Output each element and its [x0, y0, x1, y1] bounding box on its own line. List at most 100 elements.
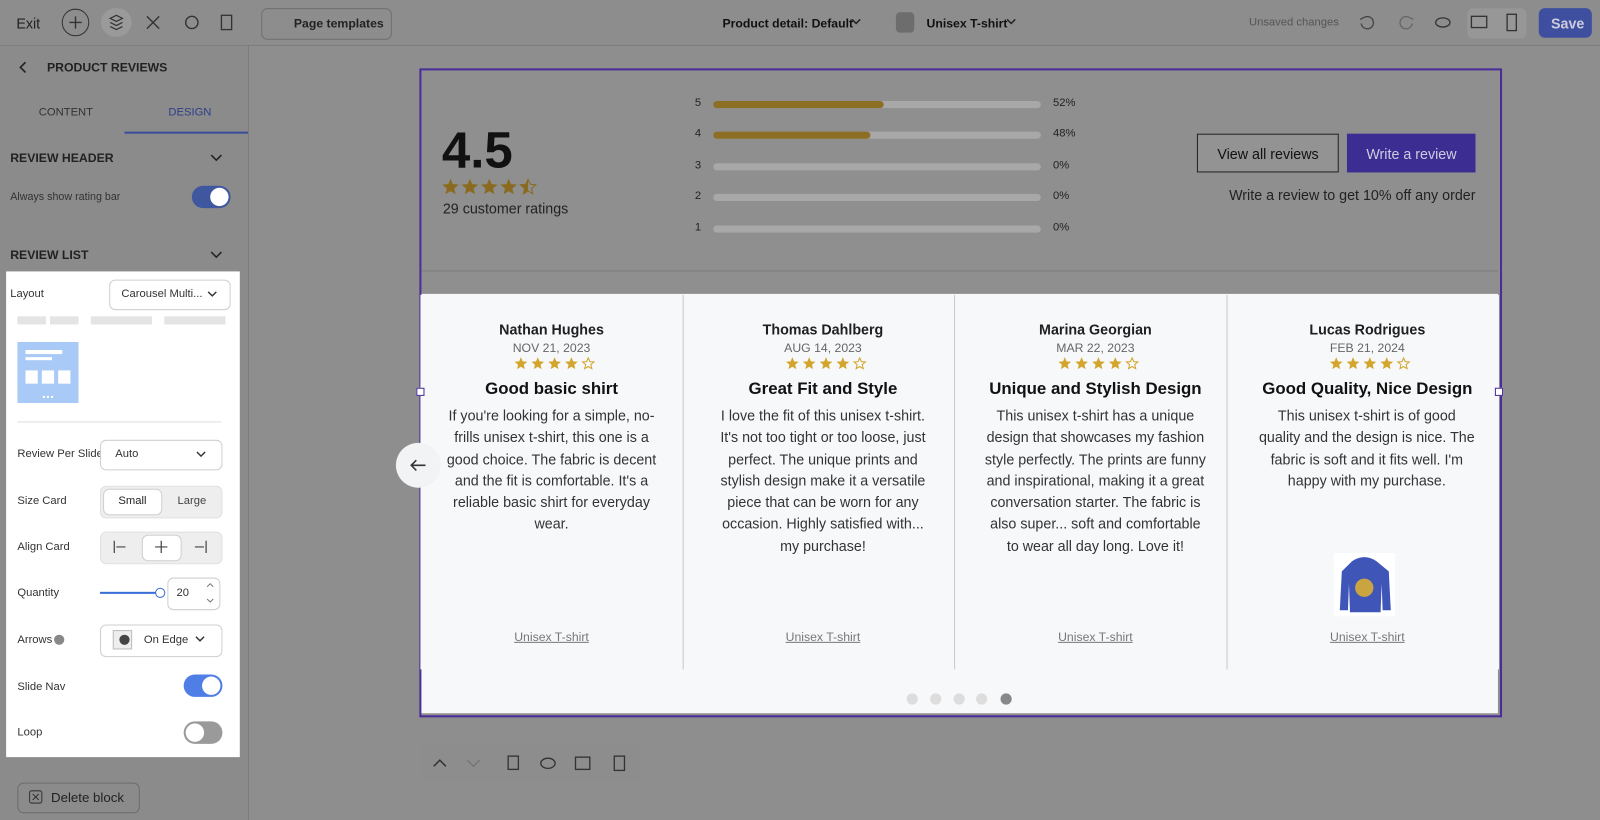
ratings-count: 29 customer ratings — [442, 199, 569, 217]
section-title[interactable]: REVIEW HEADER — [10, 151, 114, 166]
duplicate[interactable] — [507, 755, 520, 771]
star — [802, 357, 816, 370]
promo-text: Write a review to get 10% off any order — [1229, 186, 1476, 204]
slide-nav — [906, 693, 1012, 705]
preview-icon[interactable] — [1435, 17, 1451, 28]
review-body: If you're looking for a simple, no-frill… — [446, 407, 657, 533]
product-selector[interactable]: Unisex T-shirt — [926, 16, 1008, 31]
bar-percent: 52% — [1053, 96, 1076, 110]
move-up[interactable] — [433, 759, 447, 767]
add-section[interactable] — [574, 756, 591, 771]
product-link[interactable]: Unisex T-shirt — [785, 629, 861, 644]
product-link[interactable]: Unisex T-shirt — [1058, 629, 1133, 644]
write-review-button[interactable] — [1346, 133, 1476, 173]
star-level: 5 — [694, 96, 702, 110]
move-down[interactable] — [466, 759, 481, 768]
chevron — [195, 636, 205, 642]
layout-thumb-selected[interactable] — [17, 341, 79, 404]
date: NOV 21, 2023 — [512, 340, 591, 356]
nav-dot[interactable] — [930, 693, 942, 705]
page-templates-button[interactable] — [261, 8, 392, 40]
view-all-button[interactable] — [1196, 133, 1339, 173]
card-stars — [786, 357, 867, 370]
tools-icon[interactable] — [146, 15, 160, 30]
info-icon[interactable] — [53, 634, 65, 646]
product-link[interactable]: Unisex T-shirt — [1330, 629, 1405, 644]
star — [1363, 357, 1377, 370]
setting-label: Arrows — [17, 633, 53, 646]
tab-active[interactable]: DESIGN — [168, 106, 212, 119]
exit-button[interactable]: Exit — [16, 15, 41, 32]
slider-thumb[interactable] — [155, 587, 166, 598]
chevron — [207, 291, 217, 297]
card-stars — [514, 357, 596, 370]
page-selector[interactable]: Product detail: Default — [722, 16, 854, 31]
tab[interactable]: CONTENT — [38, 106, 94, 119]
undo-icon[interactable] — [1359, 15, 1375, 30]
nav-dot[interactable] — [976, 693, 988, 705]
toggle-on[interactable] — [183, 674, 223, 697]
bar-fill — [713, 132, 871, 140]
redo-icon[interactable] — [1399, 15, 1414, 30]
card-stars — [1329, 357, 1411, 370]
star — [514, 357, 528, 370]
hide[interactable] — [540, 757, 556, 770]
tab-underline — [124, 131, 248, 134]
resize-handle[interactable] — [1494, 387, 1504, 396]
bar-fill — [713, 101, 884, 109]
star-level: 2 — [694, 189, 702, 203]
star — [442, 178, 459, 195]
author: Thomas Dahlberg — [762, 321, 884, 338]
block-toolbar — [421, 744, 640, 782]
page-templates-label: Page templates — [293, 16, 384, 31]
review-title: Good basic shirt — [485, 379, 618, 398]
section-title[interactable]: REVIEW LIST — [10, 247, 89, 263]
date: FEB 21, 2024 — [1329, 340, 1405, 356]
average-rating: 4.5 — [441, 121, 513, 179]
mobile-icon[interactable] — [1506, 13, 1517, 32]
star — [548, 357, 561, 370]
nav-dot[interactable] — [953, 693, 965, 705]
segment-active[interactable] — [103, 488, 163, 516]
toolbar-icons — [61, 8, 233, 37]
segment-label[interactable]: Large — [177, 494, 207, 508]
desktop-icon[interactable] — [1470, 15, 1488, 29]
quantity-input[interactable] — [167, 577, 221, 611]
spinner[interactable] — [206, 582, 214, 604]
delete-block-button[interactable] — [17, 782, 140, 814]
prev-arrow[interactable] — [394, 441, 443, 490]
nav-dot-active[interactable] — [1000, 693, 1012, 705]
resize-handle[interactable] — [416, 387, 425, 396]
product-link[interactable]: Unisex T-shirt — [514, 629, 589, 644]
star-half — [519, 178, 529, 195]
nav-dot[interactable] — [906, 693, 918, 705]
layout-thumb[interactable] — [164, 316, 226, 325]
toggle-off[interactable] — [183, 721, 223, 744]
chevron — [1006, 18, 1016, 25]
review-card: Lucas Rodrigues FEB 21, 2024 Good Quality,… — [1235, 294, 1499, 670]
save-button[interactable] — [1538, 8, 1592, 38]
settings-icon[interactable] — [184, 15, 199, 30]
back-icon[interactable] — [18, 60, 28, 74]
bar-track — [713, 225, 1041, 233]
delete[interactable] — [613, 755, 626, 772]
add-icon[interactable] — [61, 8, 90, 37]
bar-percent: 0% — [1053, 189, 1070, 203]
date: AUG 14, 2023 — [784, 340, 862, 356]
star — [819, 357, 833, 370]
dropdown-value: Auto — [115, 447, 139, 461]
layout-thumb[interactable] — [90, 316, 153, 325]
pages-icon[interactable] — [220, 14, 233, 31]
star-empty — [581, 357, 596, 370]
device-toggle — [1467, 8, 1527, 39]
review-title: Good Quality, Nice Design — [1262, 379, 1473, 398]
layout-thumb[interactable] — [49, 316, 79, 325]
layers-bg[interactable] — [101, 8, 132, 37]
review-title: Unique and Stylish Design — [989, 379, 1202, 398]
review-card: Nathan Hughes NOV 21, 2023 Good basic shir… — [420, 294, 684, 670]
star-empty — [852, 357, 867, 370]
layout-thumb[interactable] — [17, 316, 46, 325]
chevron — [851, 18, 861, 25]
setting-label: Layout — [10, 287, 44, 300]
toggle-on[interactable] — [191, 185, 231, 209]
